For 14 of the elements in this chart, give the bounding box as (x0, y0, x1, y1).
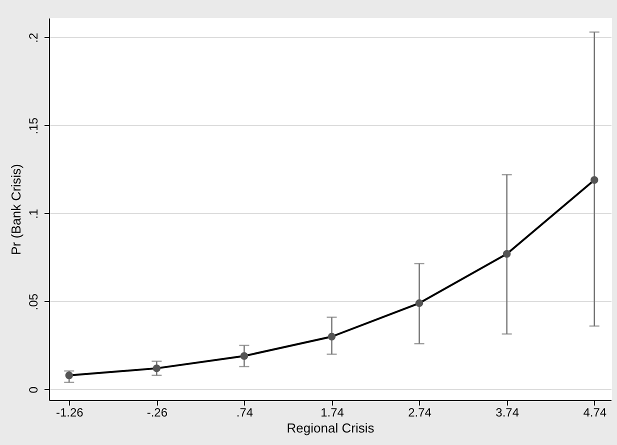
x-tick-label: -1.26 (56, 406, 84, 420)
y-tick-label: .05 (26, 293, 40, 310)
x-axis-title: Regional Crisis (286, 420, 375, 436)
y-tick-label: 0 (26, 386, 40, 394)
x-tick-label: -.26 (146, 406, 168, 420)
x-tick-label: 1.74 (320, 406, 344, 420)
x-tick-label: 4.74 (583, 406, 607, 420)
x-tick-label: 3.74 (496, 406, 520, 420)
y-tick-label: .15 (26, 117, 40, 134)
y-tick-label: .2 (26, 32, 40, 43)
x-tick-label: .74 (236, 406, 254, 420)
y-axis-title: Pr (Bank Crisis) (8, 164, 24, 256)
x-tick-label: 2.74 (408, 406, 432, 420)
y-tick-label: .1 (26, 208, 40, 219)
